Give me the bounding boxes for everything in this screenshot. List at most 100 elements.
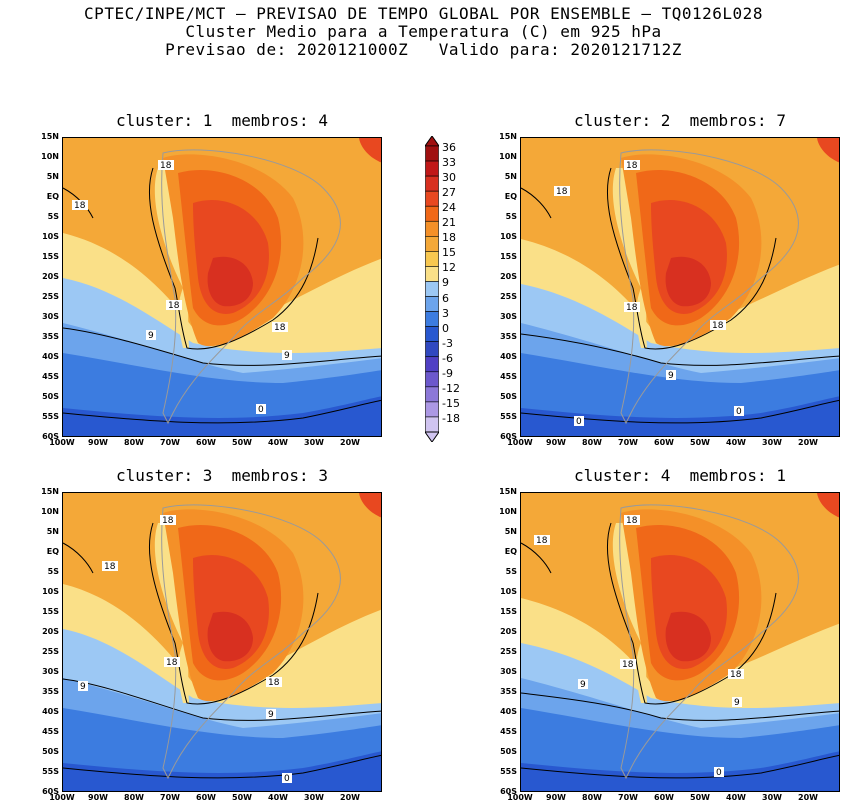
svg-text:9: 9 bbox=[580, 680, 586, 690]
contour-label: 9 bbox=[732, 697, 742, 708]
contour-line bbox=[521, 542, 552, 574]
latitude-tick-label: 5N bbox=[504, 172, 517, 181]
coastline bbox=[161, 149, 341, 425]
latitude-tick-label: 15N bbox=[41, 487, 59, 496]
svg-text:18: 18 bbox=[74, 201, 86, 211]
contour-line bbox=[63, 399, 381, 424]
longitude-tick-label: 20W bbox=[798, 438, 818, 447]
longitude-tick-label: 50W bbox=[232, 793, 252, 802]
colorbar-swatch bbox=[425, 341, 439, 358]
panel-title: cluster: 4 membros: 1 bbox=[574, 466, 786, 485]
colorbar-label: 30 bbox=[442, 171, 456, 185]
latitude-tick-label: EQ bbox=[46, 192, 59, 201]
longitude-tick-label: 50W bbox=[690, 438, 710, 447]
longitude-tick-label: 30W bbox=[762, 793, 782, 802]
colorbar-label: -3 bbox=[442, 336, 453, 350]
longitude-tick-label: 70W bbox=[618, 793, 638, 802]
svg-text:18: 18 bbox=[162, 516, 174, 526]
temperature-field: 18 18 18 18 9 9 0 bbox=[521, 493, 839, 791]
svg-text:18: 18 bbox=[626, 161, 638, 171]
longitude-tick-label: 90W bbox=[546, 438, 566, 447]
colorbar-label: 21 bbox=[442, 216, 456, 230]
map-panel: 18 18 18 18 9 9 0 bbox=[520, 492, 840, 792]
latitude-tick-label: 25S bbox=[42, 647, 59, 656]
longitude-tick-label: 30W bbox=[304, 793, 324, 802]
longitude-tick-label: 40W bbox=[726, 793, 746, 802]
latitude-tick-label: 55S bbox=[42, 412, 59, 421]
colorbar-label: 9 bbox=[442, 276, 449, 290]
colorbar-label: 27 bbox=[442, 186, 456, 200]
svg-text:18: 18 bbox=[274, 323, 286, 333]
contour-label: 18 bbox=[158, 160, 174, 171]
contour-label: 18 bbox=[266, 677, 282, 688]
contour-line bbox=[63, 327, 381, 366]
shaded-region bbox=[665, 256, 711, 307]
latitude-tick-label: 15N bbox=[499, 487, 517, 496]
coastline bbox=[619, 149, 799, 425]
colorbar-label: -15 bbox=[442, 396, 460, 410]
longitude-tick-label: 30W bbox=[304, 438, 324, 447]
svg-text:18: 18 bbox=[556, 187, 568, 197]
colorbar-swatch bbox=[425, 326, 439, 342]
longitude-tick-label: 80W bbox=[582, 438, 602, 447]
shaded-region bbox=[612, 523, 647, 703]
latitude-tick-label: 5S bbox=[47, 567, 59, 576]
colorbar-swatch bbox=[425, 205, 439, 222]
svg-text:0: 0 bbox=[736, 407, 742, 417]
contour-label: 18 bbox=[624, 160, 640, 171]
svg-text:0: 0 bbox=[576, 417, 582, 427]
contour-line bbox=[63, 754, 381, 779]
colorbar-swatch bbox=[425, 371, 439, 388]
contour-label: 18 bbox=[624, 515, 640, 526]
longitude-tick-label: 100W bbox=[507, 438, 533, 447]
svg-text:9: 9 bbox=[148, 331, 154, 341]
colorbar-swatch bbox=[425, 220, 439, 237]
longitude-tick-label: 20W bbox=[798, 793, 818, 802]
contour-line bbox=[521, 333, 839, 366]
contour-label: 18 bbox=[164, 657, 180, 668]
contour-label: 18 bbox=[620, 659, 636, 670]
temperature-field: 18 18 18 18 9 9 0 bbox=[63, 138, 381, 436]
shaded-region bbox=[521, 751, 839, 791]
longitude-tick-label: 90W bbox=[88, 438, 108, 447]
shaded-region bbox=[359, 493, 381, 518]
latitude-tick-label: 10N bbox=[499, 507, 517, 516]
latitude-tick-label: EQ bbox=[46, 547, 59, 556]
colorbar-label: 33 bbox=[442, 156, 456, 170]
latitude-tick-label: 45S bbox=[42, 372, 59, 381]
contour-line bbox=[148, 522, 319, 705]
contour-label: 0 bbox=[574, 416, 584, 427]
svg-text:18: 18 bbox=[160, 161, 172, 171]
latitude-tick-label: 50S bbox=[42, 392, 59, 401]
panel-title: cluster: 2 membros: 7 bbox=[574, 111, 786, 130]
latitude-tick-label: 60S bbox=[500, 432, 517, 441]
latitude-tick-label: 40S bbox=[42, 707, 59, 716]
colorbar-label: -12 bbox=[442, 381, 460, 395]
latitude-tick-label: 35S bbox=[42, 687, 59, 696]
contour-line bbox=[606, 522, 777, 705]
contour-label: 18 bbox=[710, 320, 726, 331]
colorbar-bottom-arrow bbox=[424, 431, 440, 443]
latitude-tick-label: 35S bbox=[500, 687, 517, 696]
svg-text:9: 9 bbox=[284, 351, 290, 361]
svg-text:0: 0 bbox=[284, 774, 290, 784]
contour-line bbox=[521, 187, 552, 219]
contour-label: 18 bbox=[160, 515, 176, 526]
colorbar-swatch bbox=[425, 356, 439, 373]
colorbar-label: 12 bbox=[442, 261, 456, 275]
contour-label: 0 bbox=[714, 767, 724, 778]
colorbar-label: 0 bbox=[442, 321, 449, 335]
contour-label: 9 bbox=[666, 370, 676, 381]
shaded-region bbox=[817, 493, 839, 518]
latitude-tick-label: 40S bbox=[500, 352, 517, 361]
contour-label: 18 bbox=[166, 300, 182, 311]
contour-line bbox=[521, 692, 839, 721]
colorbar-swatch bbox=[425, 386, 439, 403]
title-line-1: CPTEC/INPE/MCT — PREVISAO DE TEMPO GLOBA… bbox=[84, 4, 763, 23]
latitude-tick-label: 10S bbox=[500, 587, 517, 596]
colorbar-swatch bbox=[425, 401, 439, 418]
latitude-tick-label: 20S bbox=[500, 627, 517, 636]
colorbar-swatch bbox=[425, 236, 439, 252]
colorbar-label: 3 bbox=[442, 306, 449, 320]
latitude-tick-label: 15S bbox=[42, 252, 59, 261]
